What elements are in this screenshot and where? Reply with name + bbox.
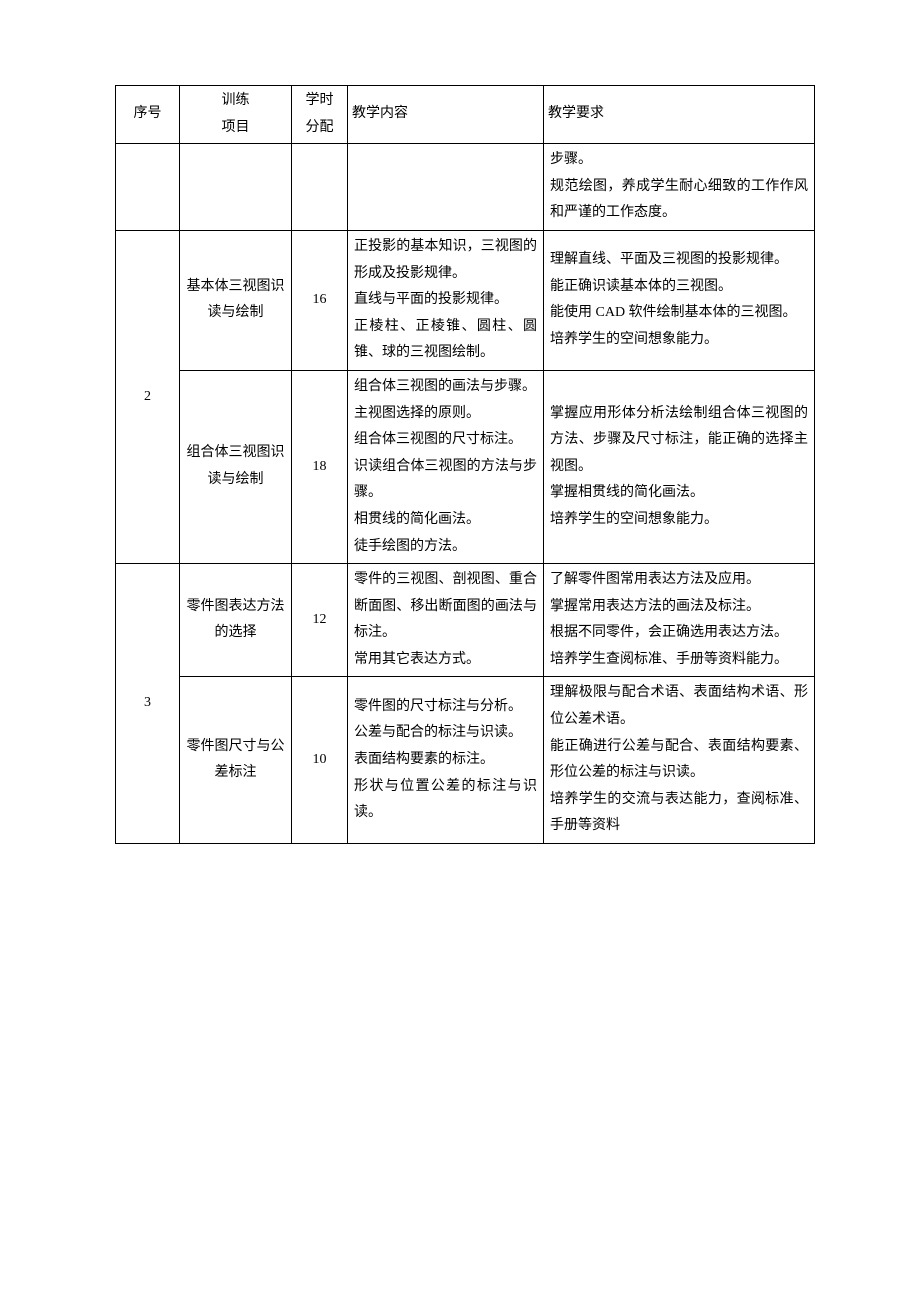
cell-hours: 18: [292, 370, 348, 563]
header-hours-l2: 分配: [306, 115, 334, 142]
curriculum-table: 序号 训练 项目 学时 分配 教学内容 教学要求 步骤。规: [115, 85, 815, 844]
cell-content: [348, 144, 544, 231]
table-header-row: 序号 训练 项目 学时 分配 教学内容 教学要求: [116, 86, 815, 144]
header-requirement: 教学要求: [544, 86, 815, 144]
table-row: 3 零件图表达方法的选择 12 零件的三视图、剖视图、重合断面图、移出断面图的画…: [116, 564, 815, 677]
cell-requirement: 掌握应用形体分析法绘制组合体三视图的方法、步骤及尺寸标注，能正确的选择主视图。掌…: [544, 370, 815, 563]
header-content: 教学内容: [348, 86, 544, 144]
cell-project: 基本体三视图识读与绘制: [180, 230, 292, 370]
table-row: 2 基本体三视图识读与绘制 16 正投影的基本知识，三视图的形成及投影规律。直线…: [116, 230, 815, 370]
cell-requirement: 步骤。规范绘图，养成学生耐心细致的工作作风和严谨的工作态度。: [544, 144, 815, 231]
cell-content: 零件的三视图、剖视图、重合断面图、移出断面图的画法与标注。常用其它表达方式。: [348, 564, 544, 677]
cell-seq: 3: [116, 564, 180, 844]
cell-project: 零件图尺寸与公差标注: [180, 677, 292, 844]
header-project-l1: 训练: [222, 88, 250, 115]
header-seq: 序号: [116, 86, 180, 144]
cell-project: [180, 144, 292, 231]
cell-hours: 10: [292, 677, 348, 844]
cell-content: 零件图的尺寸标注与分析。公差与配合的标注与识读。表面结构要素的标注。形状与位置公…: [348, 677, 544, 844]
table-row: 步骤。规范绘图，养成学生耐心细致的工作作风和严谨的工作态度。: [116, 144, 815, 231]
cell-seq: 2: [116, 230, 180, 563]
cell-hours: 12: [292, 564, 348, 677]
header-hours: 学时 分配: [292, 86, 348, 144]
cell-project: 组合体三视图识读与绘制: [180, 370, 292, 563]
cell-content: 组合体三视图的画法与步骤。主视图选择的原则。组合体三视图的尺寸标注。识读组合体三…: [348, 370, 544, 563]
table-row: 组合体三视图识读与绘制 18 组合体三视图的画法与步骤。主视图选择的原则。组合体…: [116, 370, 815, 563]
header-project-l2: 项目: [222, 115, 250, 142]
cell-content: 正投影的基本知识，三视图的形成及投影规律。直线与平面的投影规律。正棱柱、正棱锥、…: [348, 230, 544, 370]
header-project: 训练 项目: [180, 86, 292, 144]
cell-hours: 16: [292, 230, 348, 370]
cell-seq: [116, 144, 180, 231]
header-hours-l1: 学时: [306, 88, 334, 115]
cell-hours: [292, 144, 348, 231]
cell-project: 零件图表达方法的选择: [180, 564, 292, 677]
cell-requirement: 了解零件图常用表达方法及应用。掌握常用表达方法的画法及标注。根据不同零件，会正确…: [544, 564, 815, 677]
cell-requirement: 理解极限与配合术语、表面结构术语、形位公差术语。能正确进行公差与配合、表面结构要…: [544, 677, 815, 844]
cell-requirement: 理解直线、平面及三视图的投影规律。能正确识读基本体的三视图。能使用 CAD 软件…: [544, 230, 815, 370]
table-row: 零件图尺寸与公差标注 10 零件图的尺寸标注与分析。公差与配合的标注与识读。表面…: [116, 677, 815, 844]
